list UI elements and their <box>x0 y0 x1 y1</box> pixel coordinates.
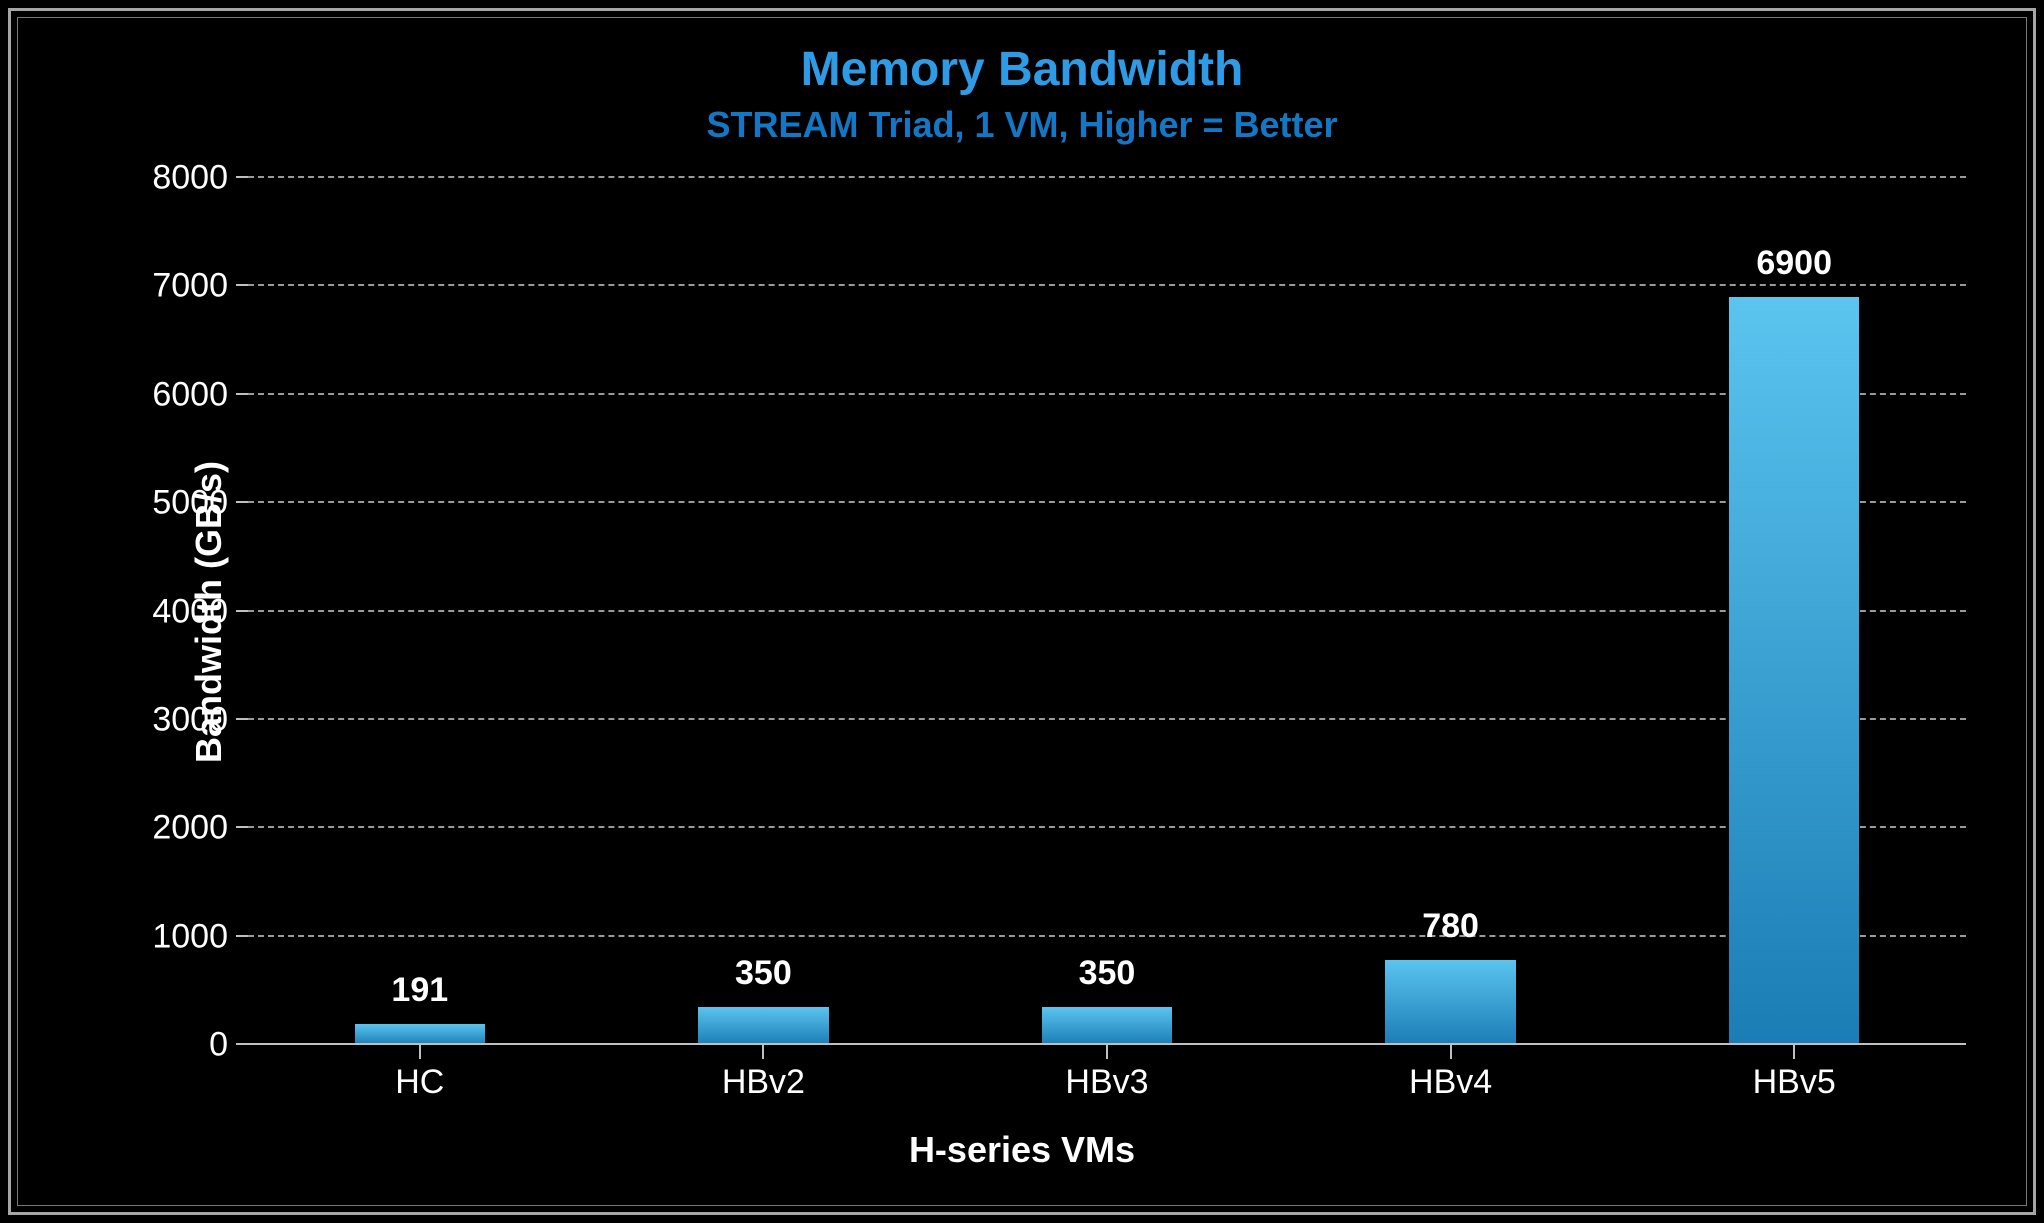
y-tick-label: 5000 <box>152 484 228 523</box>
y-tick-label: 6000 <box>152 375 228 414</box>
x-tick-label: HBv3 <box>1065 1063 1148 1102</box>
x-tick-label: HBv2 <box>722 1063 805 1102</box>
bar-value-label: 6900 <box>1756 244 1832 283</box>
bar <box>1729 297 1860 1045</box>
x-tick-mark <box>1106 1045 1108 1059</box>
bar-slot: 350HBv3 <box>935 178 1279 1045</box>
chart-inner-frame: Memory Bandwidth STREAM Triad, 1 VM, Hig… <box>17 17 2027 1206</box>
y-tick-mark <box>236 284 248 286</box>
y-tick-label: 8000 <box>152 159 228 198</box>
bar <box>355 1024 486 1045</box>
bars-container: 191HC350HBv2350HBv3780HBv46900HBv5 <box>248 178 1966 1045</box>
chart-subtitle: STREAM Triad, 1 VM, Higher = Better <box>18 104 2026 146</box>
bar <box>1385 960 1516 1045</box>
bar-value-label: 350 <box>1079 954 1136 993</box>
x-tick-mark <box>1793 1045 1795 1059</box>
bar-slot: 350HBv2 <box>592 178 936 1045</box>
y-tick-label: 0 <box>209 1026 228 1065</box>
x-axis-baseline <box>248 1043 1966 1045</box>
y-tick-mark <box>236 176 248 178</box>
bar <box>698 1007 829 1045</box>
plot-area: 010002000300040005000600070008000 191HC3… <box>248 178 1966 1045</box>
bar-slot: 6900HBv5 <box>1622 178 1966 1045</box>
y-tick-mark <box>236 393 248 395</box>
bar-value-label: 780 <box>1422 907 1479 946</box>
y-tick-label: 3000 <box>152 700 228 739</box>
y-tick-label: 2000 <box>152 809 228 848</box>
bar-value-label: 191 <box>391 971 448 1010</box>
x-axis-title: H-series VMs <box>18 1129 2026 1171</box>
x-tick-label: HBv4 <box>1409 1063 1492 1102</box>
y-tick-mark <box>236 1043 248 1045</box>
bar-value-label: 350 <box>735 954 792 993</box>
y-tick-mark <box>236 935 248 937</box>
bar <box>1042 1007 1173 1045</box>
x-tick-label: HC <box>395 1063 444 1102</box>
chart-title: Memory Bandwidth <box>18 42 2026 97</box>
y-tick-mark <box>236 501 248 503</box>
y-tick-label: 4000 <box>152 592 228 631</box>
x-tick-mark <box>419 1045 421 1059</box>
y-tick-label: 7000 <box>152 267 228 306</box>
chart-outer-frame: Memory Bandwidth STREAM Triad, 1 VM, Hig… <box>8 8 2036 1215</box>
y-tick-mark <box>236 826 248 828</box>
bar-slot: 780HBv4 <box>1279 178 1623 1045</box>
x-tick-mark <box>762 1045 764 1059</box>
y-tick-label: 1000 <box>152 917 228 956</box>
x-tick-label: HBv5 <box>1753 1063 1836 1102</box>
y-tick-mark <box>236 610 248 612</box>
x-tick-mark <box>1450 1045 1452 1059</box>
bar-slot: 191HC <box>248 178 592 1045</box>
y-tick-mark <box>236 718 248 720</box>
